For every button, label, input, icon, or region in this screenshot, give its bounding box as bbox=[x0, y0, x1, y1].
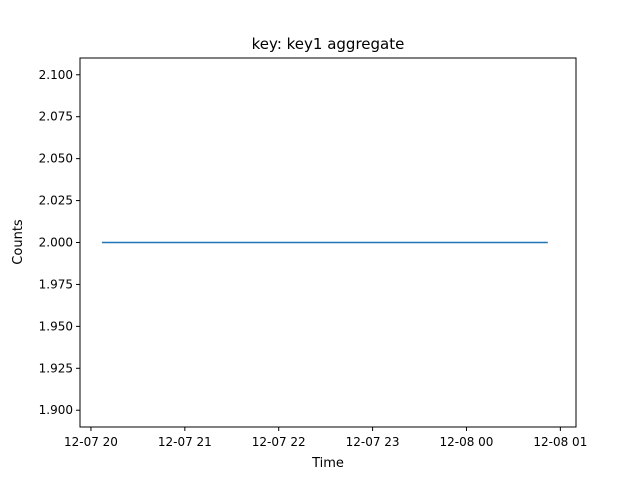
x-axis: 12-07 20 12-07 21 12-07 22 12-07 23 12-08 00… bbox=[64, 427, 587, 449]
chart-title: key: key1 aggregate bbox=[252, 35, 405, 53]
y-axis: 1.900 1.925 1.950 1.975 2.000 2.025 2.050 2.075… bbox=[39, 68, 80, 417]
y-tick-label: 2.025 bbox=[39, 194, 73, 208]
y-tick-label: 2.100 bbox=[39, 68, 73, 82]
y-tick-label: 1.950 bbox=[39, 319, 73, 333]
x-tick-label: 12-07 23 bbox=[346, 435, 400, 449]
y-tick-label: 2.075 bbox=[39, 110, 73, 124]
x-tick-label: 12-08 00 bbox=[439, 435, 493, 449]
x-tick-label: 12-07 22 bbox=[252, 435, 306, 449]
y-axis-label: Counts bbox=[11, 219, 26, 265]
x-axis-label: Time bbox=[311, 456, 344, 471]
x-tick-label: 12-08 01 bbox=[533, 435, 587, 449]
y-tick-label: 1.925 bbox=[39, 361, 73, 375]
x-tick-label: 12-07 20 bbox=[64, 435, 118, 449]
y-tick-label: 2.000 bbox=[39, 236, 73, 250]
x-tick-label: 12-07 21 bbox=[158, 435, 212, 449]
y-tick-label: 2.050 bbox=[39, 152, 73, 166]
y-tick-label: 1.975 bbox=[39, 277, 73, 291]
y-tick-label: 1.900 bbox=[39, 403, 73, 417]
